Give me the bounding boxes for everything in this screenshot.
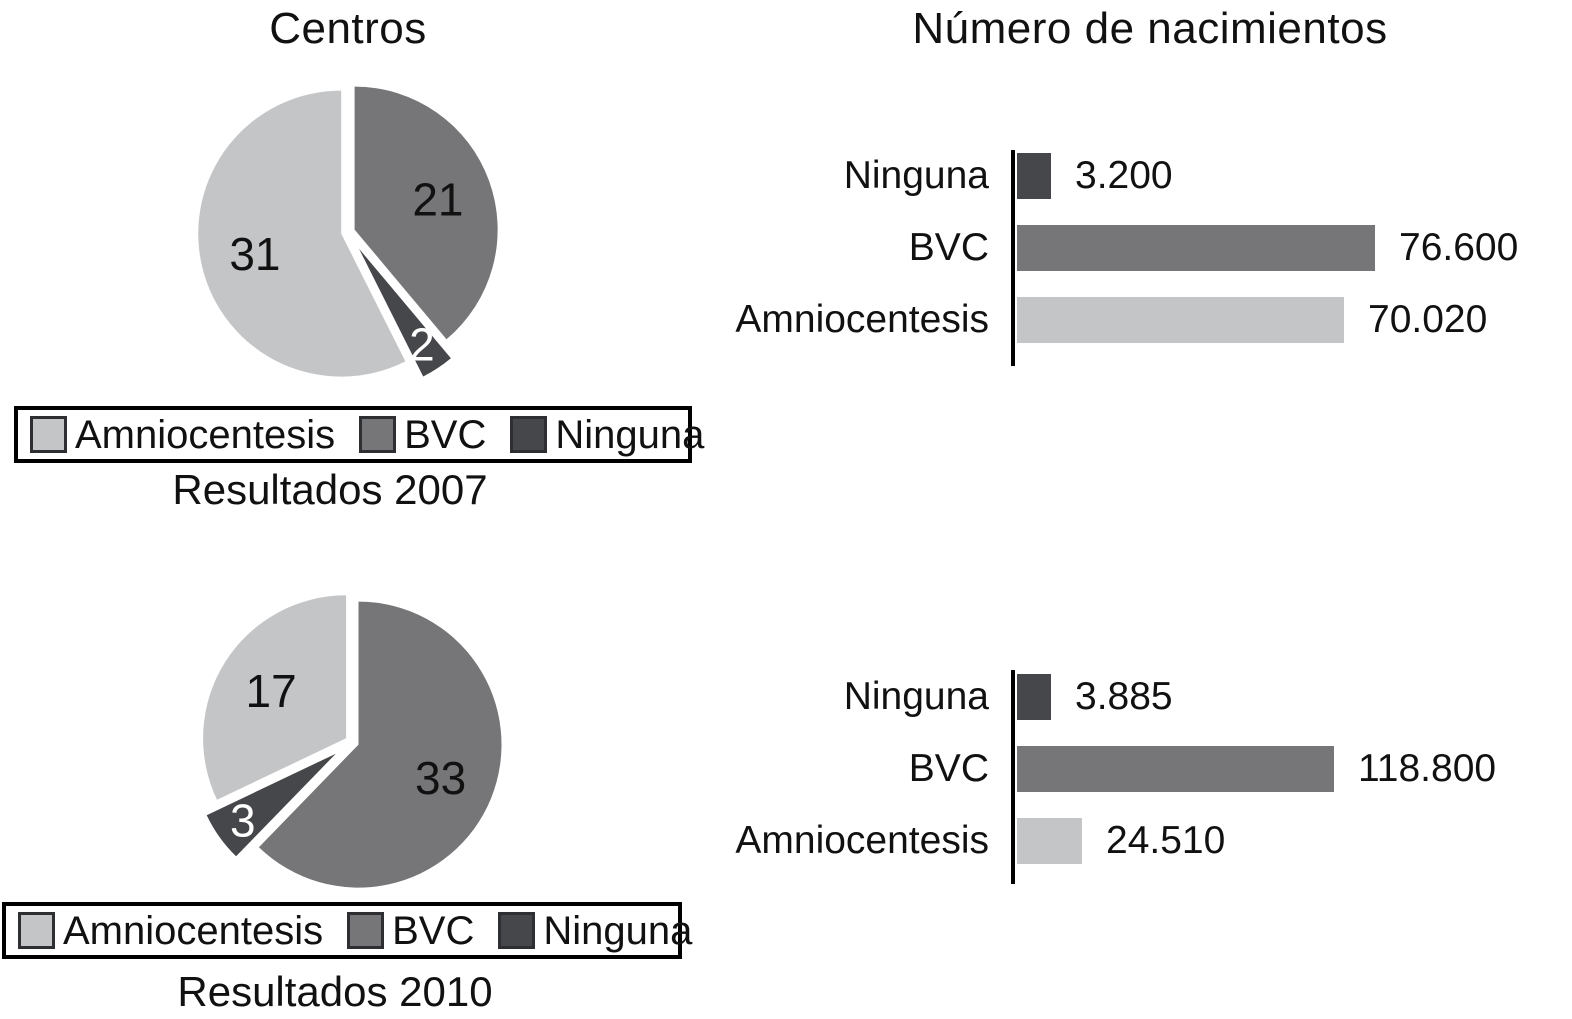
legend-item-bvc: BVC <box>347 911 474 951</box>
pie-slice-ninguna <box>206 753 336 857</box>
pie-value-label-amniocentesis: 17 <box>246 665 297 717</box>
bar-row-amniocentesis: Amniocentesis 70.020 <box>614 297 1572 343</box>
pie-value-label-bvc: 21 <box>412 173 463 225</box>
bar-value-label: 118.800 <box>1358 747 1497 790</box>
legend-label-bvc: BVC <box>404 412 487 457</box>
bar-value-label: 3.885 <box>1075 675 1173 718</box>
legend-label-ninguna: Ninguna <box>555 412 705 457</box>
bar-value-label: 70.020 <box>1368 298 1488 341</box>
bar-ninguna <box>1017 674 1051 720</box>
bar-bvc <box>1017 225 1375 271</box>
legend-item-amniocentesis: Amniocentesis <box>30 415 335 455</box>
bar-bvc <box>1017 746 1334 792</box>
caption-2007: Resultados 2007 <box>172 466 488 513</box>
bar-row-amniocentesis: Amniocentesis 24.510 <box>614 818 1572 864</box>
bar-section-title: Número de nacimientos <box>912 4 1388 53</box>
legend-swatch-ninguna <box>498 912 536 949</box>
pie-value-label-ninguna: 3 <box>230 794 256 846</box>
pie-value-label-amniocentesis: 31 <box>229 228 280 280</box>
bar-ninguna <box>1017 153 1051 199</box>
bar-category-label: Ninguna <box>843 675 989 718</box>
bar-row-ninguna: Ninguna 3.200 <box>614 153 1572 199</box>
legend-label-amniocentesis: Amniocentesis <box>75 412 336 457</box>
bar-category-label: Ninguna <box>843 154 989 197</box>
legend-swatch-bvc <box>347 912 385 949</box>
bar-row-bvc: BVC 118.800 <box>614 746 1572 792</box>
bar-value-label: 76.600 <box>1399 226 1519 269</box>
bar-chart-2010: Ninguna 3.885 BVC 118.800 Amniocentesis 24.51… <box>614 670 1572 884</box>
bar-amniocentesis <box>1017 297 1344 343</box>
pie-slice-bvc <box>354 86 498 340</box>
pie-chart-2007: 21 2 31 <box>198 86 498 377</box>
bar-track: 76.600 <box>1015 225 1572 271</box>
pie-slice-amniocentesis <box>198 90 406 377</box>
bar-category-label: BVC <box>908 747 989 790</box>
legend-swatch-amniocentesis <box>18 912 55 949</box>
legend-label-amniocentesis: Amniocentesis <box>63 908 324 953</box>
legend-item-bvc: BVC <box>359 415 486 455</box>
bar-category-label: Amniocentesis <box>735 298 989 341</box>
bar-track: 118.800 <box>1015 746 1572 792</box>
legend-item-ninguna: Ninguna <box>510 415 704 455</box>
pie-slice-bvc <box>258 601 502 888</box>
pie-section-title: Centros <box>269 4 427 53</box>
y-axis-line <box>1011 150 1015 366</box>
legend-2007: Amniocentesis BVC Ninguna <box>14 406 704 463</box>
legend-2010: Amniocentesis BVC Ninguna <box>2 902 692 959</box>
legend-swatch-ninguna <box>510 416 548 453</box>
pie-slice-ninguna <box>359 248 451 377</box>
bar-value-label: 3.200 <box>1075 154 1173 197</box>
legend-item-amniocentesis: Amniocentesis <box>18 911 323 951</box>
bar-track: 3.200 <box>1015 153 1572 199</box>
bar-row-ninguna: Ninguna 3.885 <box>614 674 1572 720</box>
legend-label-ninguna: Ninguna <box>543 908 693 953</box>
y-axis-line <box>1011 670 1015 884</box>
bar-category-label: Amniocentesis <box>735 819 989 862</box>
legend-label-bvc: BVC <box>392 908 475 953</box>
legend-item-ninguna: Ninguna <box>498 911 692 951</box>
bar-track: 24.510 <box>1015 818 1572 864</box>
bar-row-bvc: BVC 76.600 <box>614 225 1572 271</box>
legend-swatch-amniocentesis <box>30 416 67 453</box>
pie-value-label-ninguna: 2 <box>409 318 435 370</box>
pie-slice-amniocentesis <box>203 595 347 800</box>
bar-category-label: BVC <box>908 226 989 269</box>
bar-value-label: 24.510 <box>1106 819 1226 862</box>
bar-track: 3.885 <box>1015 674 1572 720</box>
bar-track: 70.020 <box>1015 297 1572 343</box>
bar-chart-2007: Ninguna 3.200 BVC 76.600 Amniocentesis 70.020 <box>614 150 1572 366</box>
legend-swatch-bvc <box>359 416 397 453</box>
pie-value-label-bvc: 33 <box>415 752 466 804</box>
bar-amniocentesis <box>1017 818 1082 864</box>
caption-2010: Resultados 2010 <box>177 968 493 1015</box>
